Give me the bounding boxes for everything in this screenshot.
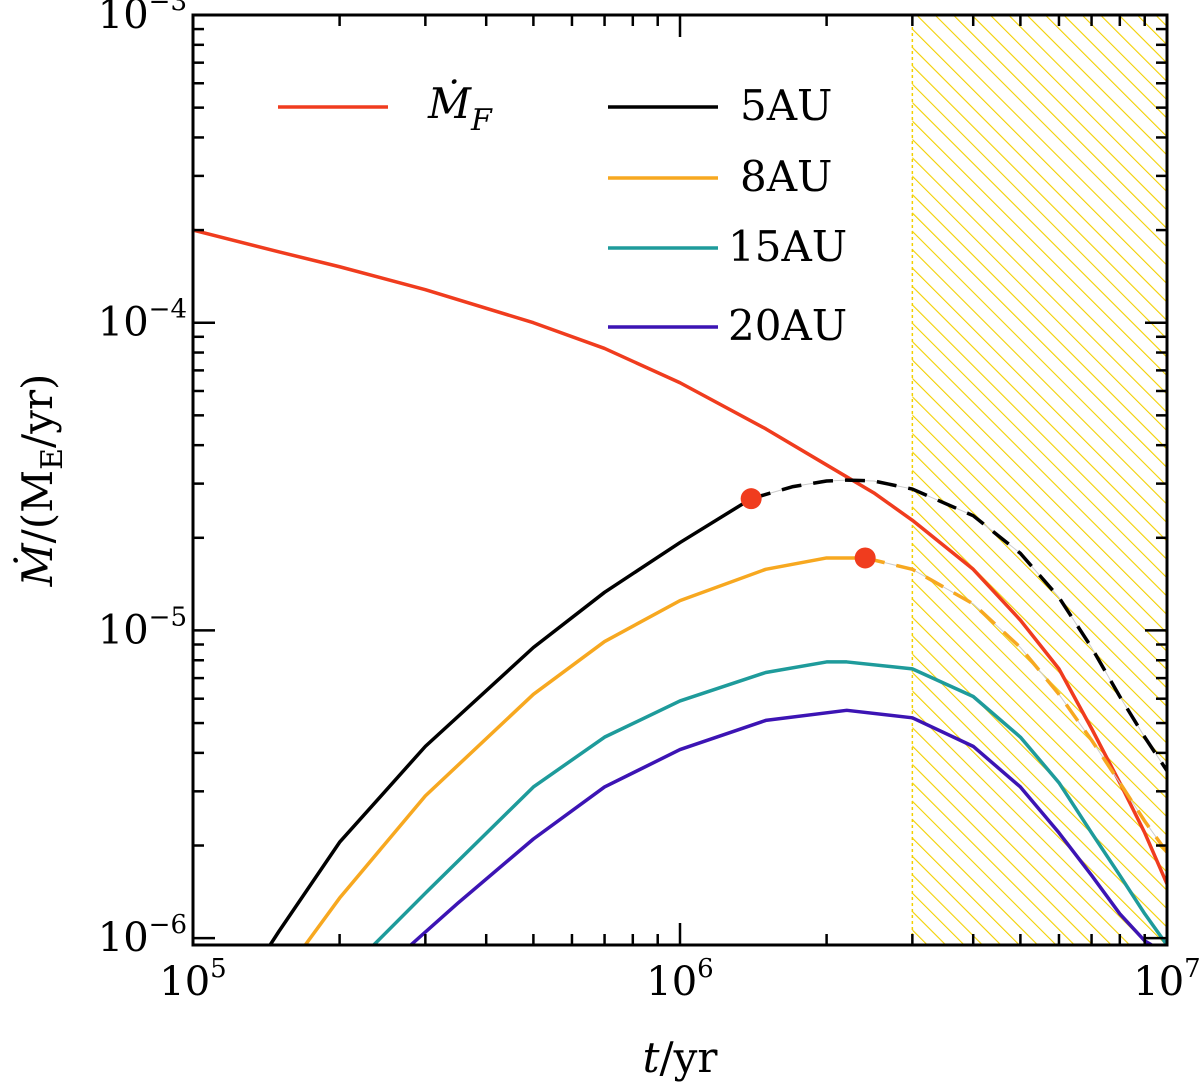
- y-axis-title: Ṁ/(ME/yr): [12, 374, 70, 588]
- x-tick-labels: 105 106 107: [159, 954, 1200, 1005]
- x-axis-title: t/yr: [643, 1033, 719, 1082]
- legend-item-8au: 8AU: [608, 152, 832, 201]
- y-tick-label: 10−6: [98, 910, 187, 961]
- x-tick-label: 106: [646, 954, 713, 1005]
- series-line-15au: [372, 660, 1167, 945]
- x-tick-label: 105: [159, 954, 226, 1005]
- legend: ṀF 5AU 8AU 15AU 20AU: [278, 78, 847, 350]
- legend-item-20au: 20AU: [608, 301, 847, 350]
- y-tick-label: 10−5: [98, 602, 187, 653]
- legend-label-5au: 5AU: [740, 81, 832, 130]
- legend-label-15au: 15AU: [728, 222, 847, 271]
- series-line-series-4-dashed: [864, 556, 1167, 854]
- shaded-region: [911, 15, 1167, 945]
- legend-item-5au: 5AU: [608, 81, 832, 130]
- legend-label-mdot-f: ṀF: [427, 78, 493, 138]
- series-layer: [193, 228, 1167, 945]
- hatch-area: [912, 15, 1167, 945]
- marker-point-1: [854, 547, 876, 569]
- x-tick-label: 107: [1133, 954, 1200, 1005]
- series-line-20au: [409, 708, 1153, 945]
- y-tick-label: 10−3: [98, 0, 187, 38]
- series-line-5au: [268, 497, 753, 945]
- legend-item-15au: 15AU: [608, 222, 847, 271]
- legend-label-8au: 8AU: [740, 152, 832, 201]
- legend-item-mdot-f: ṀF: [278, 78, 493, 138]
- marker-point-0: [740, 488, 762, 510]
- legend-label-20au: 20AU: [728, 301, 847, 350]
- marker-layer: [740, 488, 876, 569]
- y-tick-labels: 10−3 10−4 10−5 10−6: [98, 0, 187, 961]
- ticks: [191, 13, 1169, 945]
- series-line-series-2-dashed: [750, 478, 1167, 772]
- y-tick-label: 10−4: [98, 295, 187, 346]
- series-line-8au: [303, 556, 866, 945]
